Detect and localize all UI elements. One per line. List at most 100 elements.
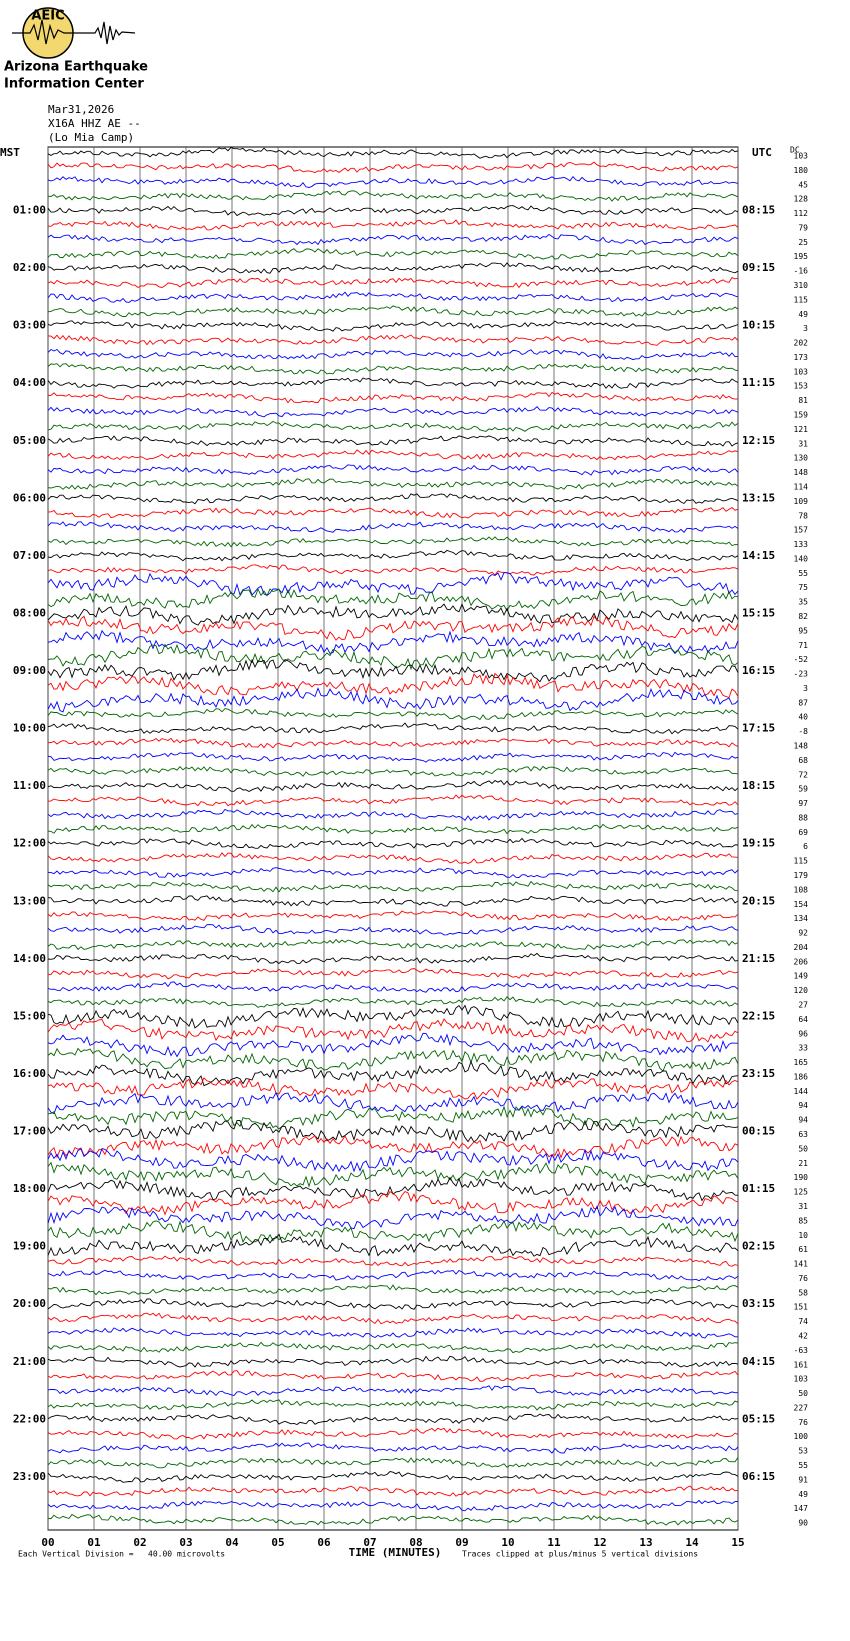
mst-label: 03:00 — [13, 319, 46, 332]
trace — [47, 334, 739, 346]
utc-label: 21:15 — [742, 952, 775, 965]
utc-label: 05:15 — [742, 1412, 775, 1425]
dc-value: 173 — [794, 353, 809, 362]
trace — [47, 478, 739, 490]
trace — [47, 968, 739, 980]
mst-label: 22:00 — [13, 1412, 46, 1425]
dc-value: 206 — [794, 957, 809, 966]
trace — [47, 910, 739, 922]
trace — [47, 1077, 739, 1100]
dc-value: 134 — [794, 914, 809, 923]
utc-label: 02:15 — [742, 1240, 775, 1253]
trace — [47, 320, 739, 332]
trace — [47, 190, 739, 202]
dc-value: 82 — [798, 612, 808, 621]
dc-value: 42 — [798, 1331, 808, 1340]
trace — [47, 924, 739, 936]
trace — [47, 435, 739, 447]
trace — [47, 572, 739, 597]
dc-value: 87 — [798, 698, 808, 707]
dc-value: 95 — [798, 626, 808, 635]
trace — [47, 348, 739, 361]
trace — [47, 1471, 739, 1483]
x-tick-label: 01 — [87, 1536, 101, 1549]
trace — [47, 1499, 739, 1512]
trace — [47, 420, 739, 432]
dc-value: 151 — [794, 1303, 809, 1312]
trace — [47, 1047, 739, 1072]
dc-value: 125 — [794, 1188, 809, 1197]
dc-value: 133 — [794, 540, 809, 549]
trace — [47, 737, 739, 749]
dc-value: -63 — [794, 1346, 809, 1355]
x-tick-label: 10 — [501, 1536, 514, 1549]
trace — [47, 549, 739, 562]
dc-value: 71 — [798, 641, 808, 650]
mst-label: 20:00 — [13, 1297, 46, 1310]
trace — [47, 1399, 739, 1411]
x-tick-label: 02 — [133, 1536, 146, 1549]
dc-value: 61 — [798, 1245, 808, 1254]
trace — [47, 146, 739, 159]
utc-label: 08:15 — [742, 204, 775, 217]
dc-value: 103 — [794, 367, 809, 376]
x-tick-label: 15 — [731, 1536, 744, 1549]
trace — [47, 377, 739, 389]
dc-value: 103 — [794, 1375, 809, 1384]
trace — [47, 867, 739, 878]
dc-value: 33 — [798, 1044, 808, 1053]
trace — [47, 277, 739, 289]
dc-value: 76 — [798, 1418, 808, 1427]
trace — [47, 1205, 739, 1230]
trace — [47, 751, 739, 763]
trace — [47, 687, 739, 713]
org-name: Information Center — [4, 77, 144, 92]
trace — [47, 615, 739, 641]
dc-value: 49 — [798, 1490, 808, 1499]
trace — [47, 248, 739, 260]
trace — [47, 1060, 739, 1087]
trace — [47, 722, 739, 735]
trace — [47, 1385, 738, 1397]
dc-value: 147 — [794, 1504, 809, 1513]
trace — [47, 1341, 739, 1354]
dc-value: 91 — [798, 1475, 808, 1484]
trace — [47, 1004, 739, 1029]
mst-label: 02:00 — [13, 261, 46, 274]
trace — [47, 880, 739, 893]
mst-label: 14:00 — [13, 952, 46, 965]
utc-label: 18:15 — [742, 779, 775, 792]
utc-label: 19:15 — [742, 837, 775, 850]
mst-label: 01:00 — [13, 204, 46, 217]
dc-value: 121 — [794, 425, 809, 434]
trace — [47, 996, 739, 1008]
trace — [47, 536, 739, 548]
dc-value: 144 — [794, 1087, 809, 1096]
dc-value: 148 — [794, 468, 809, 477]
trace — [47, 1220, 739, 1244]
trace — [47, 837, 739, 849]
dc-value: 100 — [794, 1432, 809, 1441]
trace — [47, 233, 739, 246]
trace — [47, 1370, 739, 1382]
dc-value: 204 — [794, 943, 809, 952]
dc-value: 3 — [803, 324, 808, 333]
dc-value: 180 — [794, 166, 809, 175]
trace — [47, 629, 739, 655]
dc-value: 96 — [798, 1029, 808, 1038]
mst-label: 04:00 — [13, 376, 46, 389]
dc-value: 92 — [798, 929, 808, 938]
trace — [47, 406, 739, 418]
trace — [47, 1269, 739, 1282]
trace — [47, 1442, 739, 1454]
mst-label: 05:00 — [13, 434, 46, 447]
trace — [47, 823, 739, 835]
dc-title: DC — [790, 146, 800, 155]
logo-text: AEIC — [31, 9, 64, 24]
trace — [47, 1148, 739, 1173]
trace — [47, 493, 739, 505]
location: (Lo Mia Camp) — [48, 131, 134, 144]
dc-value: 112 — [794, 209, 809, 218]
trace — [47, 464, 739, 476]
